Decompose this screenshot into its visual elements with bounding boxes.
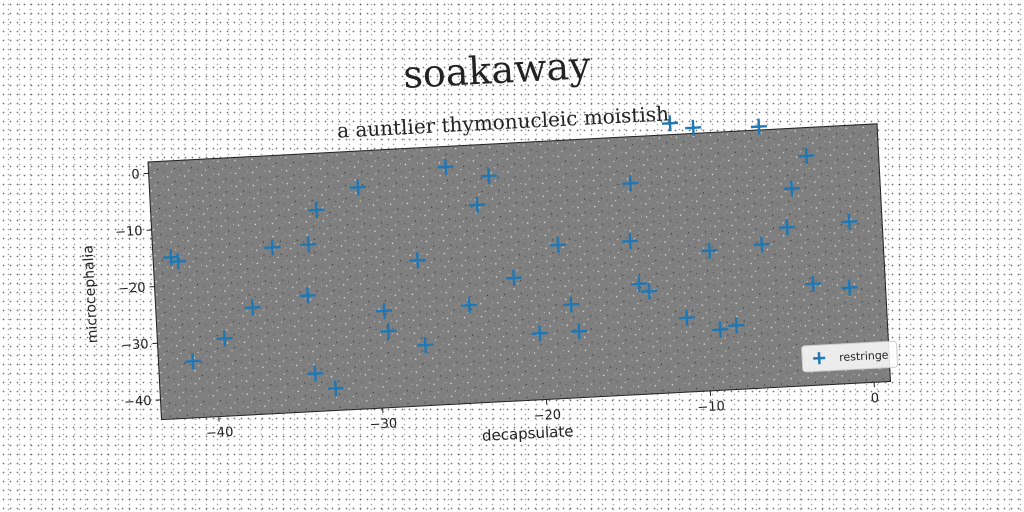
y-axis-label: microcephalia [80,245,101,344]
x-tick-label: −40 [206,425,234,441]
data-point [622,233,639,250]
data-point [630,275,648,292]
data-point [550,236,567,254]
data-point [753,236,770,253]
data-point [299,287,316,304]
y-axis: 0 −10 −20 −30 −40 [115,167,161,410]
data-point [841,213,858,230]
data-point [300,236,317,253]
data-point [701,242,718,259]
legend-marker [813,352,826,365]
data-point [308,201,325,219]
data-point [461,297,478,314]
scatter-points [163,115,858,397]
data-point [750,118,767,135]
data-point [216,330,233,347]
y-tick-label: −30 [121,337,149,353]
data-point [622,175,639,192]
data-point [728,317,745,334]
data-point [841,279,858,296]
data-point [712,321,729,338]
data-point [685,119,702,136]
data-point [661,115,679,132]
x-tick-label: −10 [697,399,725,415]
x-tick-label: −20 [533,408,561,424]
data-point [380,323,397,340]
data-point [437,158,454,175]
chart-title: soakaway [402,43,592,97]
data-point [641,283,658,300]
y-tick-label: −40 [124,394,152,410]
y-tick-label: −20 [118,281,146,297]
x-tick-label: −30 [369,416,397,432]
data-point [307,365,324,382]
y-tick-label: −10 [115,224,143,240]
data-point [376,302,393,319]
legend-label: restringe [839,349,889,365]
x-axis: −40 −30 −20 −10 0 [206,382,880,441]
x-axis-label: decapsulate [482,422,574,445]
legend: restringe [801,340,899,373]
data-point [409,252,426,269]
chart-subtitle: a auntlier thymonucleic moistish [337,101,670,142]
data-point [678,309,695,326]
data-point [417,337,434,354]
data-point [327,380,344,397]
data-point [469,196,486,213]
plot-group: −40−30−20−100 0−10−20−30−40 decapsulate … [80,115,899,445]
data-point [169,253,186,270]
data-point [505,269,522,287]
data-point [798,147,815,164]
data-point [480,167,497,184]
data-point [783,180,800,197]
data-point [570,323,588,340]
data-point [805,275,822,292]
data-point [563,296,580,313]
data-point [244,299,261,316]
data-point [184,353,201,370]
data-point [264,239,281,256]
x-tick-label: 0 [870,391,879,406]
plot-area [147,123,892,421]
data-point [531,325,548,342]
data-point [349,179,367,196]
legend-box [801,340,899,373]
data-point [779,219,796,236]
y-tick-label: 0 [131,167,140,182]
